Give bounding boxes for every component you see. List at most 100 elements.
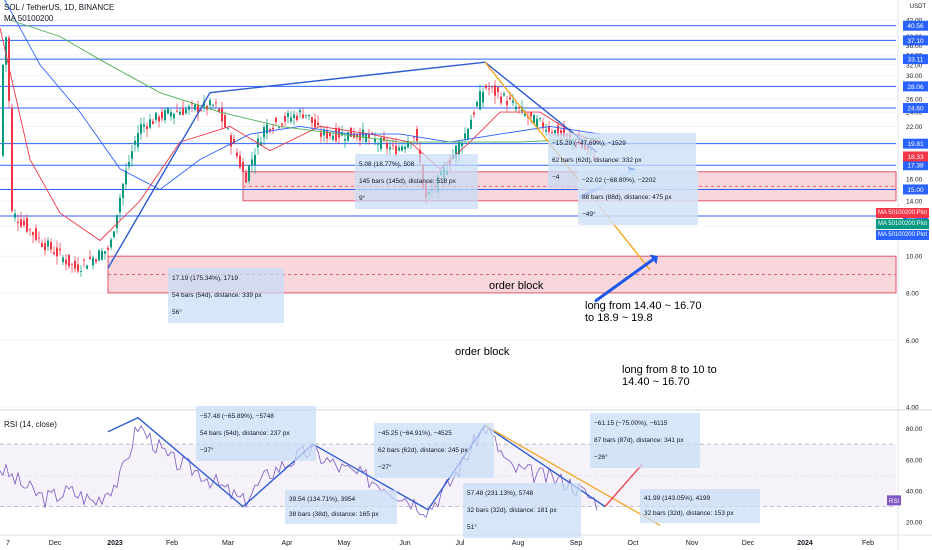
price-tick-label: 32.00 — [906, 62, 923, 69]
candle-body — [338, 128, 340, 138]
candle-body — [5, 37, 7, 65]
candle-body — [89, 256, 91, 259]
level-price-tag — [903, 184, 928, 195]
rsi-title[interactable]: RSI (14, close) — [4, 420, 57, 429]
candle-body — [533, 114, 535, 124]
candle-body — [164, 110, 166, 121]
candle-body — [221, 108, 223, 122]
candle-body — [230, 135, 232, 147]
ma-200-line — [9, 19, 601, 143]
candle-body — [479, 91, 481, 110]
measure-bars: 62 bars (62d), distance: 332 px — [552, 157, 642, 164]
order-block-label: order block — [489, 280, 544, 292]
candle-body — [71, 263, 73, 265]
candle-body — [245, 172, 247, 183]
candle-body — [182, 107, 184, 116]
trade-note: long from 14.40 ~ 16.70 to 18.9 ~ 19.8 — [585, 300, 702, 324]
trade-note-line: long from 8 to 10 to — [622, 364, 717, 376]
candle-body — [47, 240, 49, 247]
measure-price-change: 17.19 (175.34%), 1719 — [172, 275, 239, 282]
candle-body — [506, 100, 508, 106]
candle-body — [497, 87, 499, 93]
candle-body — [215, 102, 217, 104]
measure-bars: 145 bars (145d), distance: 518 px — [359, 178, 456, 185]
trade-note: long from 8 to 10 to 14.40 ~ 16.70 — [622, 364, 717, 388]
measure-bars: 38 bars (38d), distance: 165 px — [289, 511, 379, 518]
measure-price-change: 5.08 (18.77%), 508 — [359, 161, 415, 168]
candle-body — [254, 154, 256, 166]
ma-50-line — [0, 27, 601, 242]
candle-body — [509, 97, 511, 100]
candle-body — [62, 257, 64, 263]
candle-body — [482, 91, 484, 103]
measurement-box[interactable]: −22.02 (−68.80%), −2202 88 bars (88d), d… — [578, 170, 698, 225]
rsi-measurement-box[interactable]: 39.54 (134.71%), 3954 38 bars (38d), dis… — [285, 490, 397, 524]
measure-bars: 87 bars (87d), distance: 341 px — [594, 437, 684, 444]
candle-body — [137, 133, 139, 148]
measure-price-change: 41.99 (143.05%), 4199 — [644, 495, 711, 502]
candle-body — [20, 219, 22, 227]
candle-body — [278, 126, 280, 128]
symbol-title[interactable]: SOL / TetherUS, 1D, BINANCE — [4, 3, 115, 12]
candle-body — [146, 126, 148, 129]
rsi-measurement-box[interactable]: −61.15 (−75.00%), −6115 87 bars (87d), d… — [590, 413, 700, 468]
candlestick-series — [2, 35, 595, 277]
candle-body — [470, 119, 472, 130]
price-tick-label: 30.00 — [906, 73, 923, 80]
measure-bars: 32 bars (32d), distance: 153 px — [644, 510, 734, 517]
candle-body — [35, 228, 37, 240]
level-price-tag — [903, 103, 928, 114]
last-price-tag — [903, 151, 928, 162]
rsi-tick-label: 40.00 — [906, 489, 923, 496]
candle-body — [80, 270, 82, 272]
candle-body — [368, 133, 370, 139]
rsi-measurement-box[interactable]: 41.99 (143.05%), 4199 32 bars (32d), dis… — [640, 489, 760, 523]
candle-body — [464, 133, 466, 139]
trade-note-line: 14.40 ~ 16.70 — [622, 376, 690, 388]
rsi-measurement-box[interactable]: −57.48 (−65.89%), −5748 54 bars (54d), d… — [196, 406, 316, 461]
candle-body — [356, 134, 358, 138]
measurement-box[interactable]: 17.19 (175.34%), 1719 54 bars (54d), dis… — [168, 268, 284, 323]
rsi-projection-line — [484, 424, 661, 526]
candle-body — [563, 128, 565, 137]
candle-body — [152, 121, 154, 125]
candle-body — [530, 111, 532, 117]
candle-body — [473, 112, 475, 115]
measure-angle: −37° — [200, 447, 214, 454]
candle-body — [11, 107, 13, 211]
candle-body — [176, 110, 178, 112]
candle-body — [371, 133, 373, 134]
candle-body — [395, 145, 397, 156]
candle-body — [2, 64, 4, 156]
price-trendline — [107, 61, 598, 269]
candle-body — [266, 124, 268, 134]
candle-body — [44, 243, 46, 251]
candle-body — [248, 165, 250, 182]
candle-body — [260, 142, 262, 146]
price-tick-label: 4.00 — [906, 405, 919, 412]
rsi-tick-label: 80.00 — [906, 426, 923, 433]
rsi-measurement-box[interactable]: −45.25 (−64.91%), −4525 62 bars (62d), d… — [374, 423, 494, 478]
candle-body — [308, 114, 310, 116]
candle-body — [23, 220, 25, 226]
candle-body — [188, 106, 190, 110]
candle-body — [401, 146, 403, 151]
level-price-label: 33.11 — [908, 57, 924, 64]
level-price-label: 15.00 — [907, 187, 924, 194]
level-price-label: 37.10 — [907, 38, 924, 45]
candle-body — [95, 259, 97, 262]
measurement-box[interactable]: 5.08 (18.77%), 508 145 bars (145d), dist… — [355, 154, 478, 209]
time-axis-label: May — [337, 540, 351, 547]
candle-body — [101, 250, 103, 260]
price-tick-label: 8.00 — [906, 290, 919, 297]
candle-body — [104, 251, 106, 254]
rsi-measurement-box[interactable]: 57.48 (231.13%), 5748 32 bars (32d), dis… — [463, 483, 581, 538]
ma-indicator-title[interactable]: MA 50100200 — [4, 14, 54, 23]
candle-body — [407, 141, 409, 148]
price-tick-label: 26.00 — [906, 96, 923, 103]
candle-body — [476, 102, 478, 107]
candle-body — [302, 114, 304, 119]
candle-body — [122, 183, 124, 198]
candle-body — [416, 128, 418, 142]
candle-body — [275, 117, 277, 122]
